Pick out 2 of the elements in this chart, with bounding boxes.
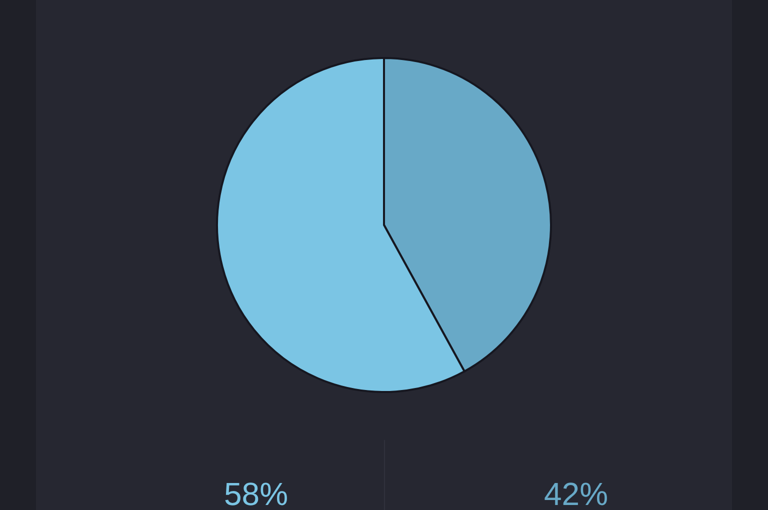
data-label: 58% bbox=[224, 476, 288, 510]
data-label: 42% bbox=[544, 476, 608, 510]
